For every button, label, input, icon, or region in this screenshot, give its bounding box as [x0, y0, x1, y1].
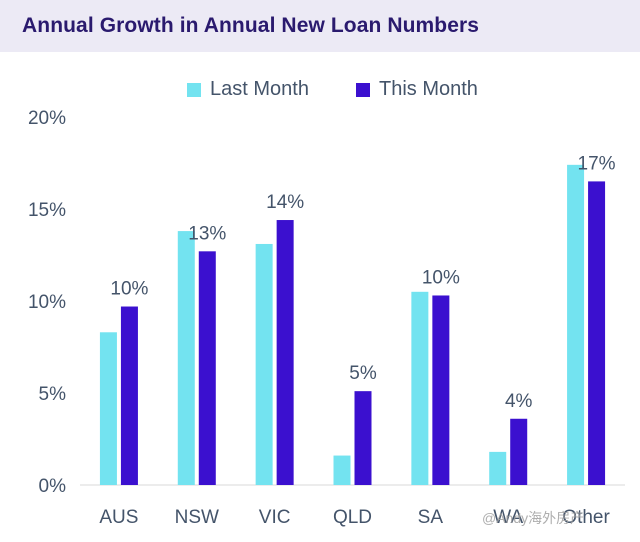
legend-swatch-last-month — [187, 82, 201, 97]
data-label-nsw: 13% — [188, 223, 226, 244]
legend-label-this-month: This Month — [379, 78, 478, 100]
x-tick-label-other: Other — [562, 507, 610, 528]
legend-swatch-this-month — [356, 82, 370, 97]
data-label-sa: 10% — [422, 267, 460, 288]
title-bar: Annual Growth in Annual New Loan Numbers — [0, 0, 640, 52]
y-tick-label: 10% — [28, 292, 66, 313]
x-tick-label-aus: AUS — [99, 507, 138, 528]
x-tick-label-qld: QLD — [333, 507, 372, 528]
bar-last-month-sa — [411, 291, 429, 485]
bar-this-month-aus — [120, 306, 138, 485]
y-tick-label: 15% — [28, 200, 66, 221]
bar-this-month-sa — [432, 295, 450, 485]
x-tick-label-vic: VIC — [259, 507, 291, 528]
data-label-qld: 5% — [349, 363, 377, 384]
legend: Last Month This Month — [0, 78, 640, 102]
bar-last-month-aus — [99, 332, 117, 485]
x-tick-label-nsw: NSW — [175, 507, 219, 528]
bar-this-month-nsw — [198, 251, 216, 485]
data-label-wa: 4% — [505, 391, 533, 412]
x-tick-label-wa: WA — [493, 507, 523, 528]
bar-this-month-wa — [510, 418, 528, 485]
data-label-vic: 14% — [266, 192, 304, 213]
y-tick-label: 0% — [39, 476, 67, 497]
x-tick-label-sa: SA — [418, 507, 444, 528]
legend-item-last-month: Last Month — [187, 78, 309, 101]
legend-item-this-month: This Month — [356, 78, 478, 101]
bar-last-month-wa — [489, 451, 507, 485]
data-label-other: 17% — [578, 153, 616, 174]
bar-this-month-qld — [354, 391, 372, 485]
bar-last-month-vic — [255, 243, 273, 485]
bar-this-month-vic — [276, 220, 294, 486]
y-tick-label: 5% — [39, 384, 67, 405]
y-tick-label: 20% — [28, 108, 66, 129]
legend-label-last-month: Last Month — [210, 78, 309, 100]
bar-last-month-qld — [333, 455, 351, 485]
bar-last-month-other — [567, 164, 585, 485]
bar-this-month-other — [588, 181, 606, 485]
chart-title: Annual Growth in Annual New Loan Numbers — [22, 14, 480, 37]
watermark: @Andy海外房产 — [482, 510, 585, 526]
data-label-aus: 10% — [110, 279, 148, 300]
bar-last-month-nsw — [177, 231, 195, 485]
